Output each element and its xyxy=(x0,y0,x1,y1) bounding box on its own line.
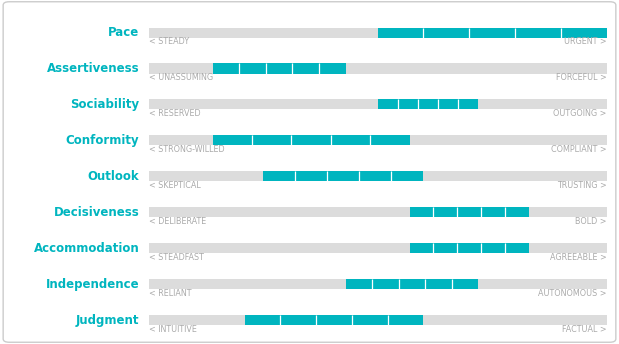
Text: < RELIANT: < RELIANT xyxy=(149,289,191,298)
Text: AUTONOMOUS >: AUTONOMOUS > xyxy=(538,289,607,298)
Bar xyxy=(149,207,607,217)
Bar xyxy=(149,135,607,146)
Bar xyxy=(378,99,478,109)
Bar xyxy=(263,171,423,181)
Text: < DELIBERATE: < DELIBERATE xyxy=(149,217,206,226)
Text: Pace: Pace xyxy=(108,26,139,39)
Text: BOLD >: BOLD > xyxy=(575,217,607,226)
Text: URGENT >: URGENT > xyxy=(564,37,607,46)
Text: Accommodation: Accommodation xyxy=(33,242,139,255)
Text: < UNASSUMING: < UNASSUMING xyxy=(149,73,213,82)
Bar xyxy=(213,64,345,74)
Text: < SKEPTICAL: < SKEPTICAL xyxy=(149,181,201,190)
Text: FACTUAL >: FACTUAL > xyxy=(562,325,607,334)
Text: Judgment: Judgment xyxy=(76,313,139,326)
Bar xyxy=(213,135,410,146)
Text: Assertiveness: Assertiveness xyxy=(46,62,139,75)
Text: Sociability: Sociability xyxy=(70,98,139,111)
Bar xyxy=(410,207,529,217)
Text: < STEADY: < STEADY xyxy=(149,37,189,46)
Text: < INTUITIVE: < INTUITIVE xyxy=(149,325,196,334)
Bar xyxy=(149,279,607,289)
Text: < STEADFAST: < STEADFAST xyxy=(149,253,204,262)
Text: Decisiveness: Decisiveness xyxy=(53,206,139,219)
Text: COMPLIANT >: COMPLIANT > xyxy=(551,145,607,154)
Text: OUTGOING >: OUTGOING > xyxy=(553,109,607,118)
Text: < RESERVED: < RESERVED xyxy=(149,109,200,118)
Text: < STRONG-WILLED: < STRONG-WILLED xyxy=(149,145,224,154)
Text: TRUSTING >: TRUSTING > xyxy=(557,181,607,190)
Bar xyxy=(149,99,607,109)
Text: FORCEFUL >: FORCEFUL > xyxy=(556,73,607,82)
Bar xyxy=(149,171,607,181)
Bar xyxy=(245,315,423,325)
Text: AGREEABLE >: AGREEABLE > xyxy=(550,253,607,262)
Bar xyxy=(149,64,607,74)
Bar xyxy=(410,243,529,253)
Text: Outlook: Outlook xyxy=(88,170,139,183)
Text: Conformity: Conformity xyxy=(66,134,139,147)
Bar xyxy=(378,28,607,37)
Bar xyxy=(149,28,607,37)
Bar xyxy=(149,315,607,325)
Bar xyxy=(345,279,478,289)
Text: Independence: Independence xyxy=(46,278,139,291)
Bar xyxy=(149,243,607,253)
